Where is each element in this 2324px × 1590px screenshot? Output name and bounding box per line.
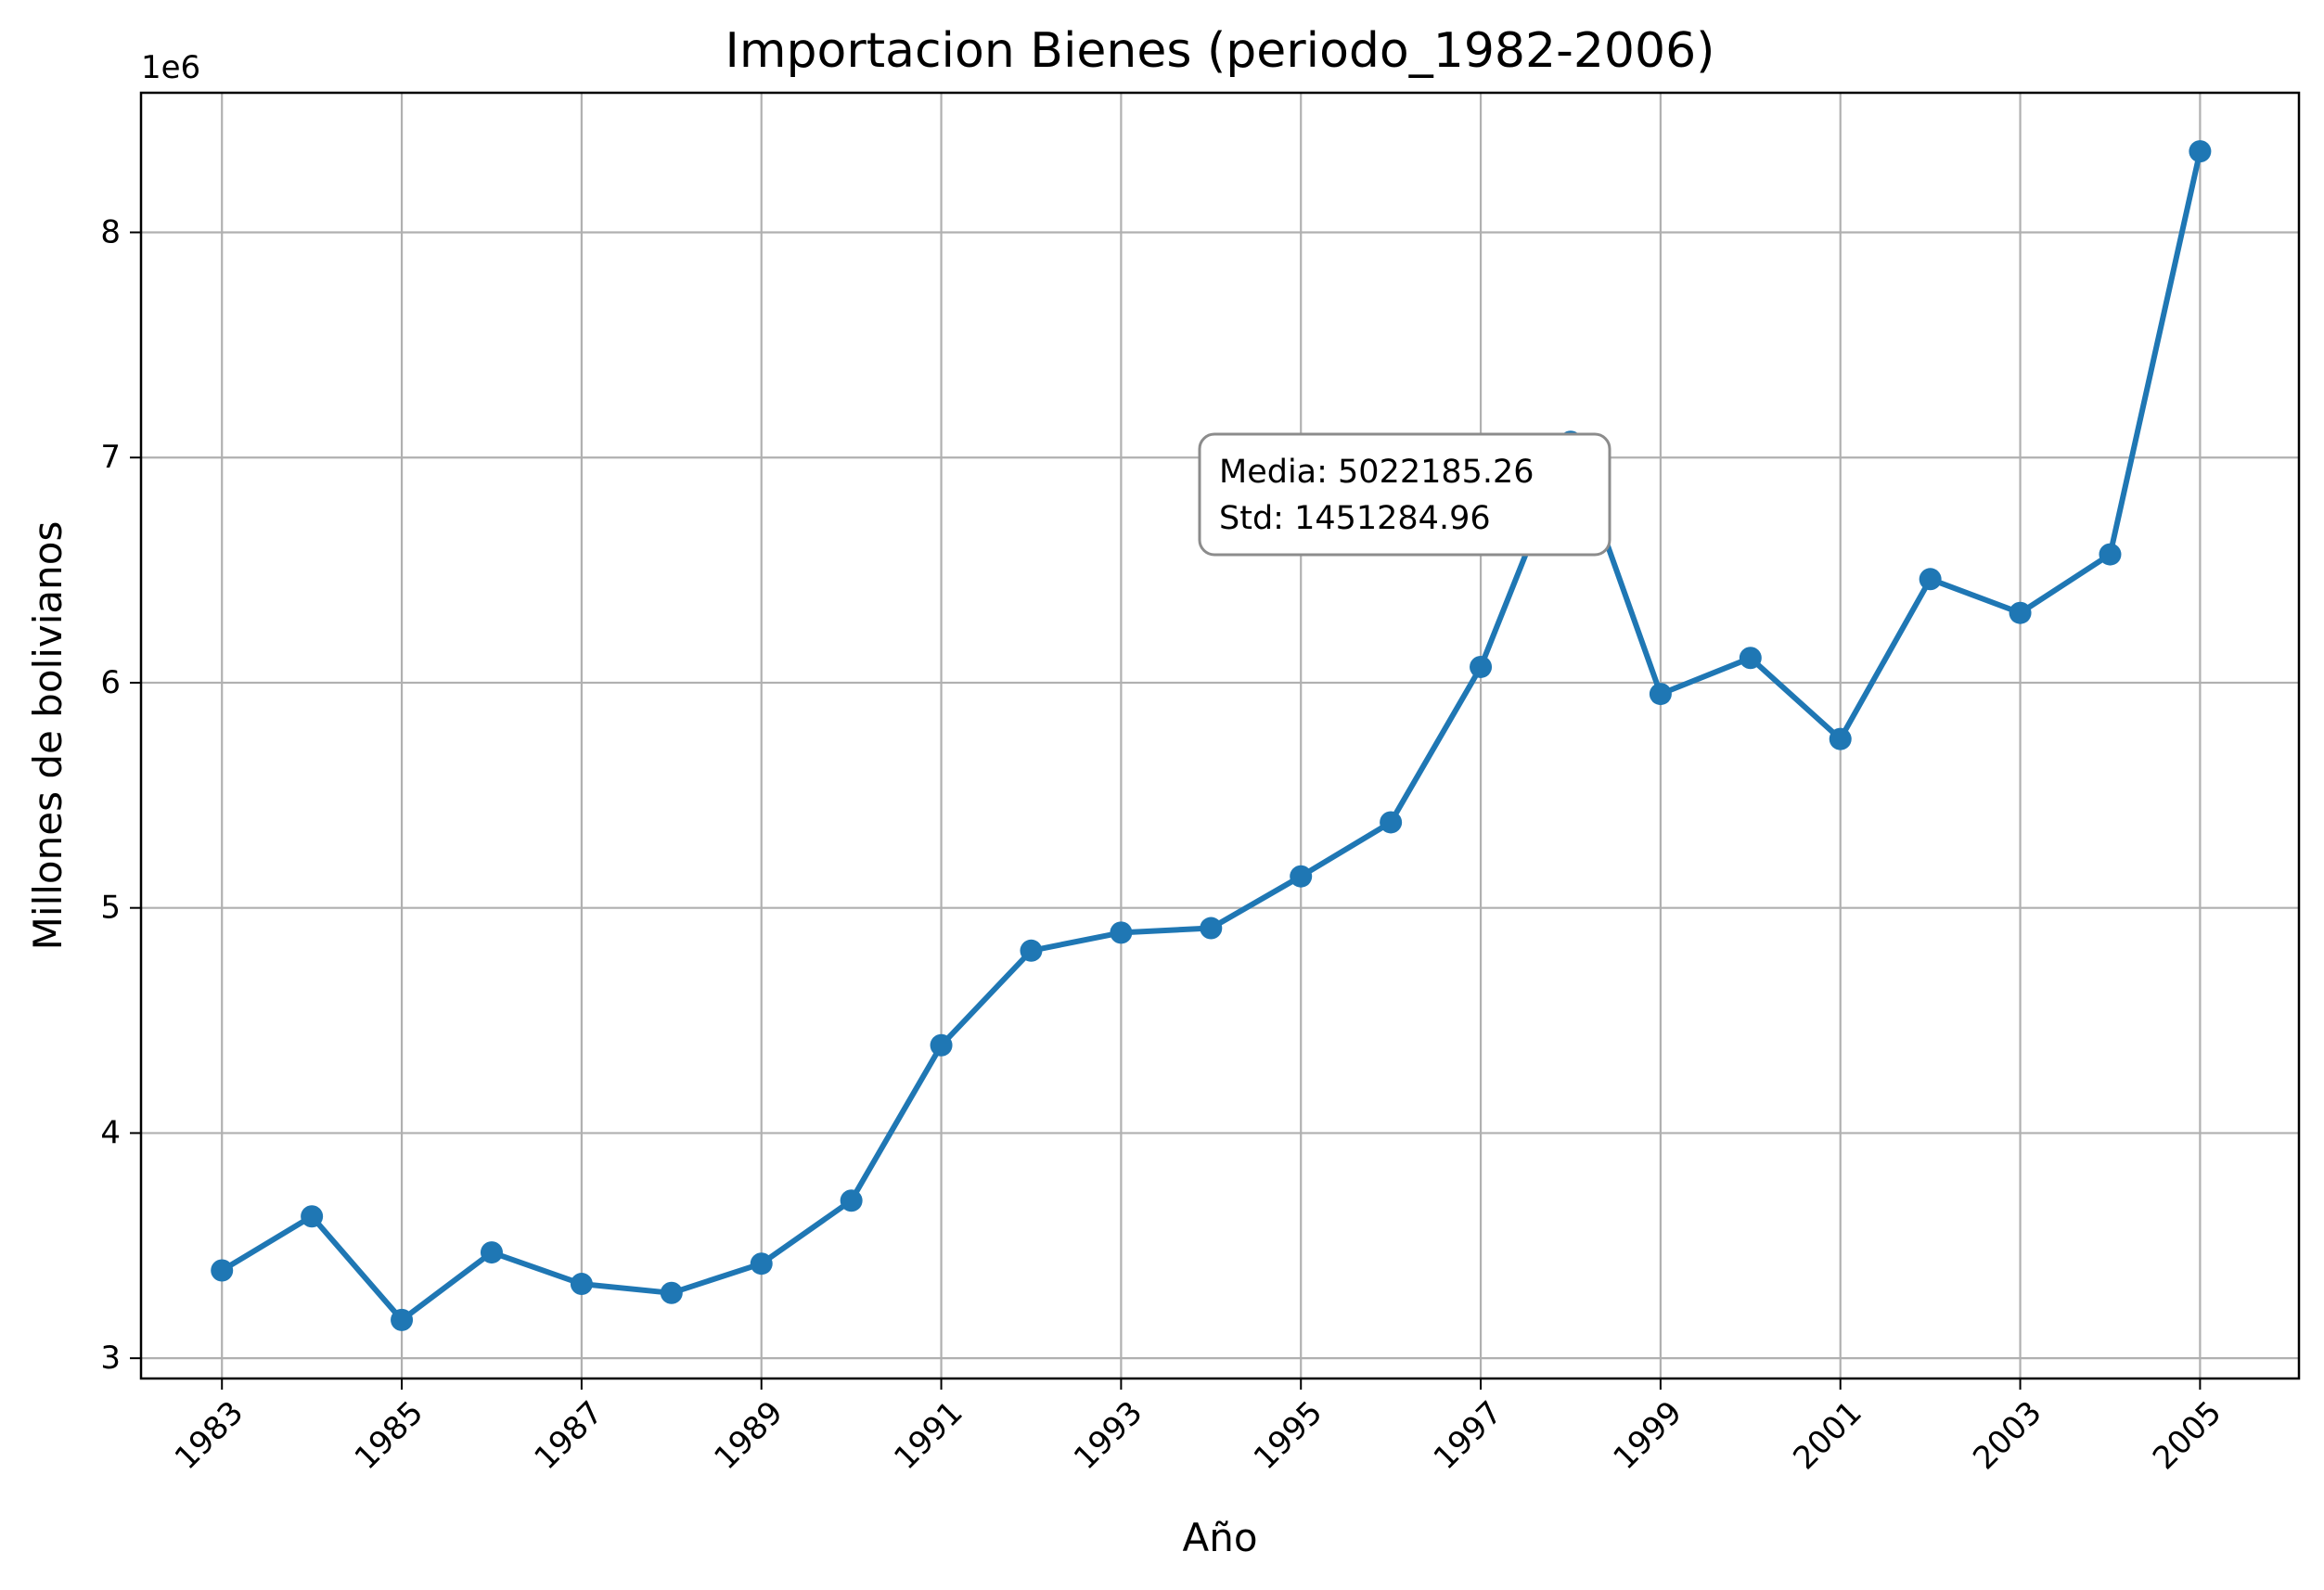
data-point <box>1110 921 1133 944</box>
data-point <box>391 1308 414 1331</box>
y-tick-label: 6 <box>100 664 121 701</box>
stats-std-text: Std: 1451284.96 <box>1219 500 1491 537</box>
x-axis-label: Año <box>1182 1515 1257 1560</box>
data-point <box>1380 811 1403 834</box>
x-tick-label: 1983 <box>168 1394 250 1477</box>
data-point <box>660 1281 683 1304</box>
data-point <box>750 1252 773 1276</box>
y-tick-label: 7 <box>100 439 121 476</box>
x-tick-label: 1985 <box>348 1394 430 1477</box>
data-point <box>2009 601 2032 624</box>
data-point <box>1200 917 1223 940</box>
y-tick-label: 3 <box>100 1340 121 1377</box>
data-point <box>1919 568 1942 591</box>
series-line <box>219 148 2203 1323</box>
chart-title: Importacion Bienes (periodo_1982-2006) <box>725 23 1715 79</box>
data-point <box>2189 140 2212 163</box>
data-point <box>570 1273 593 1296</box>
series-layer <box>211 140 2212 1331</box>
data-point <box>1020 939 1043 962</box>
data-point <box>211 1259 234 1282</box>
data-point <box>1290 865 1313 888</box>
x-tick-label: 2005 <box>2146 1394 2228 1477</box>
x-tick-label: 1987 <box>528 1394 610 1477</box>
data-point <box>1829 727 1852 750</box>
x-axis-ticks: 1983 1985 1987 1989 1991 1993 1995 1997 1999 2001… <box>168 1378 2228 1477</box>
stats-mean-text: Media: 5022185.26 <box>1219 454 1534 491</box>
data-point <box>1470 655 1493 678</box>
y-axis-label: Millones de bolivianos <box>25 521 71 951</box>
plot-frame <box>139 91 2301 1380</box>
x-tick-label: 1989 <box>707 1394 790 1477</box>
y-axis-ticks: 3 4 5 6 7 8 <box>100 213 141 1377</box>
y-axis-offset-label: 1e6 <box>141 49 200 86</box>
data-point <box>480 1241 503 1264</box>
x-tick-label: 1997 <box>1427 1394 1509 1477</box>
data-point <box>1739 647 1762 670</box>
data-point <box>930 1033 953 1057</box>
data-point <box>2099 543 2122 566</box>
x-tick-label: 2001 <box>1786 1394 1868 1477</box>
x-tick-label: 1993 <box>1067 1394 1149 1477</box>
grid-lines <box>141 93 2299 1378</box>
data-point <box>301 1205 324 1228</box>
y-tick-label: 5 <box>100 890 121 927</box>
stats-annotation: Media: 5022185.26 Std: 1451284.96 <box>1198 432 1611 557</box>
y-tick-label: 4 <box>100 1114 121 1151</box>
data-point <box>1649 683 1672 706</box>
stats-annotation-box <box>1198 432 1611 557</box>
data-point <box>840 1189 863 1212</box>
x-tick-label: 1995 <box>1247 1394 1329 1477</box>
x-tick-label: 2003 <box>1966 1394 2048 1477</box>
x-tick-label: 1999 <box>1607 1394 1689 1477</box>
x-tick-label: 1991 <box>887 1394 969 1477</box>
y-tick-label: 8 <box>100 213 121 250</box>
